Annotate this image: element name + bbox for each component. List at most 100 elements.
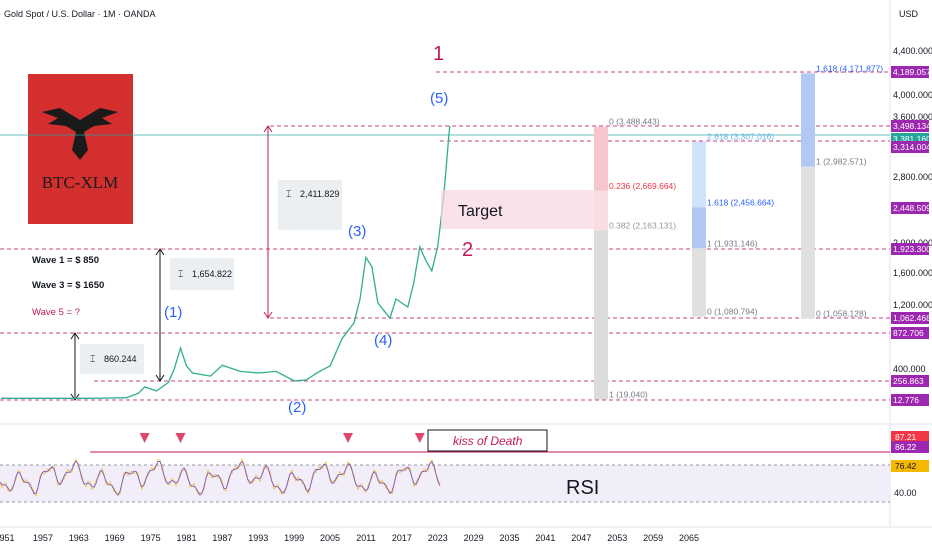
fib-label: 1 (1,931.146)	[707, 238, 758, 248]
x-tick: 951	[0, 533, 15, 543]
y-tick: 400.000	[893, 364, 926, 374]
price-tag-bg	[891, 394, 929, 406]
price-tag-bg	[891, 66, 929, 78]
note-wave3: Wave 3 = $ 1650	[32, 280, 104, 291]
measure-1654: ⌶ 1,654.822	[170, 258, 234, 290]
price-tag-label: 872.706	[893, 328, 924, 338]
rsi-tag-bg	[891, 431, 929, 443]
target-label: Target	[458, 203, 503, 220]
price-series	[1, 125, 451, 399]
price-tag-label: 3,314.004	[893, 142, 931, 152]
x-tick: 2005	[320, 533, 340, 543]
fib-zone	[692, 141, 706, 208]
target-zone: Target	[441, 190, 594, 229]
price-tag-bg	[891, 141, 929, 153]
x-tick: 2017	[392, 533, 412, 543]
x-tick: 2035	[500, 533, 520, 543]
fib-label: 1.618 (4,171.877)	[816, 63, 883, 73]
rsi-pane	[0, 433, 890, 503]
fib-zone	[692, 207, 706, 249]
x-tick: 1975	[141, 533, 161, 543]
x-tick: 2059	[643, 533, 663, 543]
fib-tools: 0 (3,488.443) 0.236 (2,669.664) 0.382 (2,1…	[594, 63, 883, 400]
arrow-head	[70, 393, 80, 401]
fib-label: 2.618 (3,307.016)	[707, 132, 774, 142]
measure-icon: ⌶	[178, 269, 183, 279]
rsi-label: RSI	[566, 477, 599, 499]
rsi-peak-marker	[414, 433, 425, 443]
measure-value: 1,654.822	[192, 269, 232, 279]
fib-zone	[801, 166, 815, 319]
fib-label: 0 (1,058.128)	[816, 308, 867, 318]
rsi-line	[0, 460, 441, 496]
x-tick: 2053	[607, 533, 627, 543]
price-tag-bg	[891, 243, 929, 255]
x-tick: 1993	[248, 533, 268, 543]
price-tag-bg	[891, 327, 929, 339]
arrow-head	[70, 332, 80, 340]
price-tag-label: 1,923.300	[893, 244, 931, 254]
rsi-peak-marker	[175, 433, 186, 443]
price-tag-bg	[891, 375, 929, 387]
fib-zone	[594, 190, 608, 231]
price-tag-label: 1,062.468	[893, 313, 931, 323]
x-tick: 2023	[428, 533, 448, 543]
rsi-tag-label: 76.42	[895, 461, 917, 471]
wave-label-2: (2)	[288, 399, 306, 416]
big-label-1: 1	[433, 43, 444, 65]
fib-label: 0 (1,080.794)	[707, 307, 758, 317]
wave-label-1: (1)	[164, 304, 182, 321]
measure-value: 860.244	[104, 354, 137, 364]
y-tick: 4,000.000	[893, 90, 932, 100]
price-tag-bg	[891, 202, 929, 214]
fib-label: 1 (19.040)	[609, 390, 648, 400]
y-tick: 1,600.000	[893, 268, 932, 278]
x-tick: 1999	[284, 533, 304, 543]
x-tick: 1981	[176, 533, 196, 543]
x-tick: 2041	[535, 533, 555, 543]
fib-zone	[692, 248, 706, 317]
fib-label: 1.618 (2,456.664)	[707, 197, 774, 207]
x-tick: 2047	[571, 533, 591, 543]
price-tag-label: 3,381.160	[893, 134, 931, 144]
price-tag-label: 4,189.057	[893, 67, 931, 77]
measure-2411: ⌶ 2,411.829	[278, 180, 342, 230]
y-tick: 3,600.000	[893, 112, 932, 122]
time-axis: 951 1957 1963 1969 1975 1981 1987 1993 1999 2005 2…	[0, 533, 699, 543]
price-tag-bg	[891, 120, 929, 132]
note-wave5: Wave 5 = ?	[32, 307, 80, 318]
rsi-tag-label: 87.21	[895, 432, 917, 442]
arrow-head	[263, 311, 273, 319]
x-tick: 2065	[679, 533, 699, 543]
rsi-band	[0, 465, 890, 502]
x-tick: 1963	[69, 533, 89, 543]
y-tick: 4,400.000	[893, 46, 932, 56]
y-tick: 2,800.000	[893, 172, 932, 182]
arrow-head	[155, 374, 165, 382]
x-tick: 2029	[464, 533, 484, 543]
x-tick: 1987	[212, 533, 232, 543]
measure-860: ⌶ 860.244	[80, 344, 144, 374]
price-tag-bg	[891, 312, 929, 324]
fib-label: 0 (3,488.443)	[609, 117, 660, 127]
eagle-icon	[42, 108, 118, 160]
price-tag-label: 3,498.134	[893, 121, 931, 131]
fib-label: 0.236 (2,669.664)	[609, 181, 676, 191]
rsi-tag-label: 86.22	[895, 442, 917, 452]
price-tag-label: 12.776	[893, 395, 919, 405]
rsi-peak-marker	[139, 433, 150, 443]
chart-title: Gold Spot / U.S. Dollar · 1M · OANDA	[4, 9, 156, 19]
wave-label-5: (5)	[430, 90, 448, 107]
kiss-of-death-box: kiss of Death	[427, 429, 548, 452]
logo: BTC-XLM	[28, 74, 133, 224]
price-tag-label: 2,448.509	[893, 203, 931, 213]
x-tick: 1969	[105, 533, 125, 543]
fib-label: 1 (2,982.571)	[816, 157, 867, 167]
wave-label-3: (3)	[348, 223, 366, 240]
arrow-head	[155, 248, 165, 256]
note-wave1: Wave 1 = $ 850	[32, 255, 99, 266]
rsi-tag-bg	[891, 460, 929, 472]
measure-icon: ⌶	[286, 189, 291, 199]
